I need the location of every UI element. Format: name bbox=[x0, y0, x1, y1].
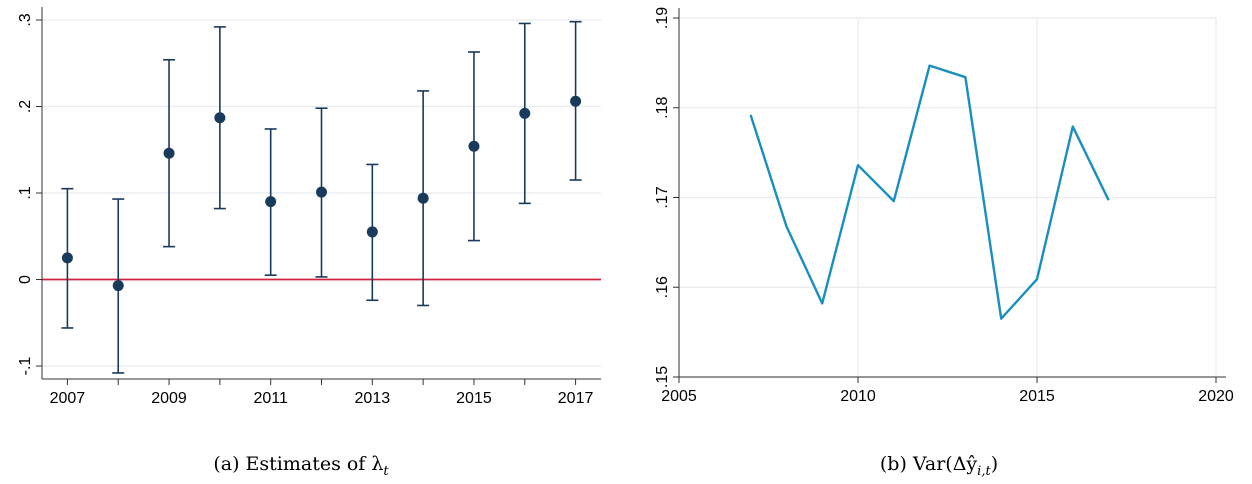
panel-a-x-tick-label: 2011 bbox=[253, 390, 288, 407]
panel-b-axes bbox=[673, 8, 1226, 383]
panel-b-caption-close: ) bbox=[991, 453, 998, 475]
panel-a-x-tick-label: 2013 bbox=[355, 390, 391, 407]
panel-b-y-tick-labels: .15 .16 .17 .18 .19 bbox=[654, 7, 671, 388]
panel-a-y-tick-label: .1 bbox=[17, 186, 34, 199]
panel-a-caption-text: (a) Estimates of λ bbox=[213, 453, 383, 475]
panel-b-y-tick-label: .19 bbox=[654, 7, 671, 29]
data-point bbox=[417, 192, 429, 204]
panel-b-y-tick-label: .15 bbox=[654, 366, 671, 388]
panel-a-x-tick-label: 2007 bbox=[50, 390, 86, 407]
panel-a-caption: (a) Estimates of λt bbox=[213, 453, 389, 479]
data-point bbox=[214, 112, 226, 124]
panel-b-caption: (b) Var(Δŷi,t) bbox=[880, 453, 998, 479]
panel-b-grid bbox=[678, 17, 1217, 378]
panel-a-y-tick-label: -.1 bbox=[17, 357, 34, 376]
panel-a-y-tick-label: .3 bbox=[17, 13, 34, 26]
panel-b-x-tick-label: 2005 bbox=[661, 388, 697, 405]
data-point bbox=[570, 95, 582, 107]
data-point bbox=[112, 280, 124, 292]
panel-a-y-tick-label: .2 bbox=[17, 100, 34, 113]
variance-line bbox=[749, 64, 1110, 320]
panel-a-y-tick-label: 0 bbox=[17, 275, 34, 284]
data-point bbox=[468, 140, 480, 152]
panel-a-points bbox=[61, 95, 582, 292]
panel-a: -.1 0 .1 .2 .3 2007 2009 2011 2013 2015 2017 (a) … bbox=[17, 7, 601, 479]
panel-b-y-tick-label: .17 bbox=[654, 186, 671, 208]
data-point bbox=[265, 196, 277, 208]
panel-a-x-tick-label: 2015 bbox=[456, 390, 492, 407]
panel-a-caption-subscript: t bbox=[383, 464, 389, 479]
panel-a-x-tick-labels: 2007 2009 2011 2013 2015 2017 bbox=[50, 390, 594, 407]
panel-b-x-tick-label: 2010 bbox=[840, 388, 876, 405]
data-point bbox=[163, 147, 175, 159]
panel-a-axes bbox=[36, 7, 601, 385]
data-point bbox=[519, 107, 531, 119]
panel-b-y-tick-label: .16 bbox=[654, 276, 671, 298]
panel-a-x-tick-label: 2017 bbox=[558, 390, 594, 407]
panel-b-x-tick-label: 2020 bbox=[1198, 388, 1234, 405]
panel-a-x-tick-label: 2009 bbox=[151, 390, 187, 407]
panel-b-line bbox=[749, 64, 1110, 320]
data-point bbox=[366, 226, 378, 238]
panel-b: .15 .16 .17 .18 .19 2005 2010 2015 2020 (b) Var… bbox=[654, 7, 1234, 479]
data-point bbox=[61, 252, 73, 264]
panel-b-y-tick-label: .18 bbox=[654, 97, 671, 119]
panel-a-y-tick-labels: -.1 0 .1 .2 .3 bbox=[17, 13, 34, 375]
panel-b-x-tick-labels: 2005 2010 2015 2020 bbox=[661, 388, 1234, 405]
panel-b-x-tick-label: 2015 bbox=[1019, 388, 1055, 405]
panel-b-caption-text: (b) Var(Δŷ bbox=[880, 453, 978, 475]
data-point bbox=[316, 186, 327, 198]
panel-b-caption-subscript: i,t bbox=[977, 464, 991, 479]
